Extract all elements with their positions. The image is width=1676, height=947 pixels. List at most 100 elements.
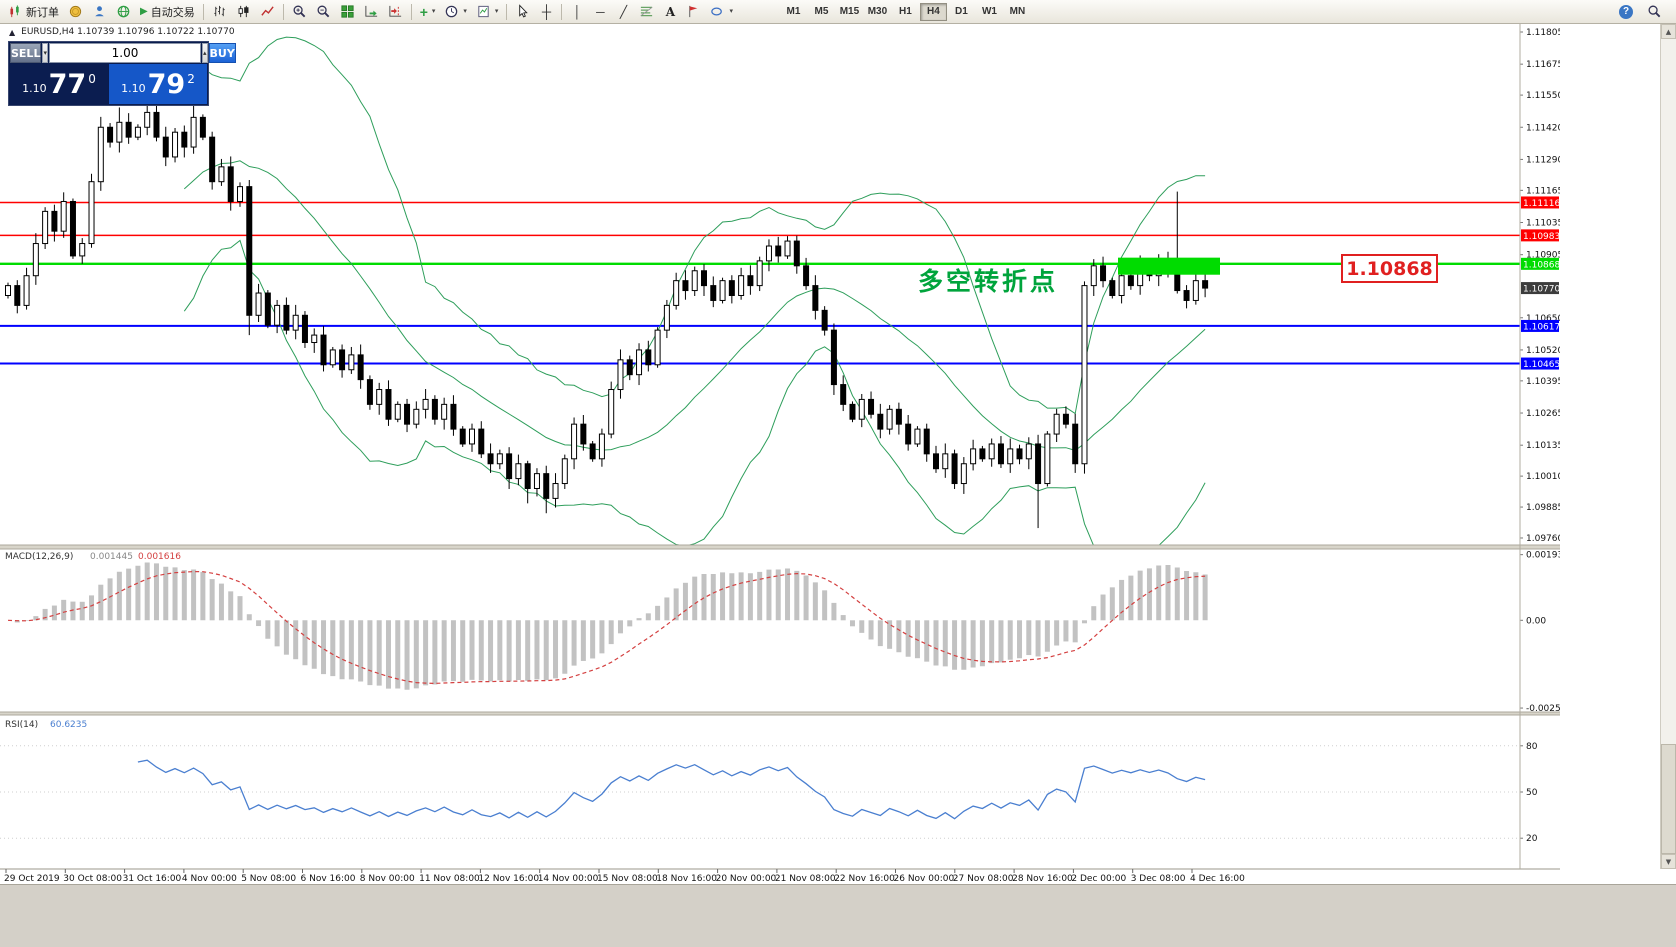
- sell-price[interactable]: 1.10 77 0: [10, 64, 108, 104]
- coin-icon: [69, 5, 82, 18]
- timeframe-button-d1[interactable]: D1: [948, 3, 975, 21]
- market-watch-button[interactable]: [64, 2, 87, 22]
- svg-text:8 Nov 00:00: 8 Nov 00:00: [360, 874, 415, 884]
- search-icon: [1648, 5, 1661, 18]
- help-icon: ?: [1619, 4, 1633, 19]
- fibonacci-icon: [641, 6, 653, 17]
- sell-button[interactable]: SELL: [10, 43, 42, 63]
- chart-window[interactable]: 1.11805 1.11675 1.11550 1.11420 1.11290 1.111…: [0, 24, 1676, 884]
- indicators-button[interactable]: + ▾: [416, 2, 440, 22]
- bar-chart-button[interactable]: [208, 2, 231, 22]
- timeframe-button-h1[interactable]: H1: [892, 3, 919, 21]
- svg-text:80: 80: [1526, 742, 1538, 752]
- svg-text:RSI(14): RSI(14): [5, 720, 38, 730]
- sell-price-point: 0: [88, 71, 96, 86]
- volume-decrease-button[interactable]: ▾: [42, 43, 48, 63]
- dropdown-caret-icon: ▾: [431, 8, 436, 15]
- zoom-out-button[interactable]: [312, 2, 335, 22]
- buy-price-point: 2: [187, 71, 195, 86]
- vertical-scrollbar[interactable]: ▲ ▼: [1660, 24, 1676, 869]
- timeframe-button-m5[interactable]: M5: [808, 3, 835, 21]
- svg-text:1.10010: 1.10010: [1526, 472, 1560, 482]
- community-button[interactable]: [112, 2, 135, 22]
- new-order-label: 新订单: [26, 6, 59, 19]
- timeframe-button-w1[interactable]: W1: [976, 3, 1003, 21]
- cursor-button[interactable]: [511, 2, 534, 22]
- svg-text:21 Nov 08:00: 21 Nov 08:00: [775, 874, 836, 884]
- tile-windows-button[interactable]: [336, 2, 359, 22]
- turning-point-annotation: 多空转折点: [918, 267, 1059, 296]
- horizontal-line-icon: ─: [596, 4, 605, 19]
- trendline-icon: ╱: [619, 4, 628, 19]
- timeframe-button-m15[interactable]: M15: [836, 3, 863, 21]
- vertical-line-icon: │: [573, 4, 582, 19]
- timeframe-button-h4[interactable]: H4: [919, 2, 947, 21]
- svg-text:4 Nov 00:00: 4 Nov 00:00: [182, 874, 237, 884]
- shapes-button[interactable]: ▾: [706, 2, 737, 22]
- line-chart-button[interactable]: [256, 2, 279, 22]
- crosshair-button[interactable]: ┼: [535, 2, 557, 22]
- price-chart[interactable]: 1.11805 1.11675 1.11550 1.11420 1.11290 1.111…: [0, 24, 1560, 884]
- label-tool-button[interactable]: [682, 2, 705, 22]
- trade-panel-prices: 1.10 77 0 1.10 79 2: [10, 64, 207, 104]
- timeframe-toolbar: M1 M5 M15 M30 H1 H4 D1 W1 MN: [780, 2, 1031, 21]
- price-callout-label: 1.10868: [1341, 254, 1438, 283]
- buy-price[interactable]: 1.10 79 2: [109, 64, 207, 104]
- zoom-out-icon: [317, 5, 330, 18]
- tile-windows-icon: [341, 5, 354, 18]
- auto-scroll-button[interactable]: [360, 2, 383, 22]
- svg-text:11 Nov 08:00: 11 Nov 08:00: [419, 874, 480, 884]
- globe-icon: [117, 5, 130, 18]
- svg-text:2 Dec 00:00: 2 Dec 00:00: [1071, 874, 1126, 884]
- chart-shift-button[interactable]: [384, 2, 407, 22]
- svg-text:1.09760: 1.09760: [1526, 534, 1560, 544]
- svg-text:1.10465: 1.10465: [1523, 360, 1560, 370]
- timeframe-button-m1[interactable]: M1: [780, 3, 807, 21]
- svg-text:20: 20: [1526, 834, 1538, 844]
- autotrading-button[interactable]: ▶ 自动交易: [136, 2, 199, 22]
- search-button[interactable]: [1643, 2, 1666, 22]
- zoom-in-button[interactable]: [288, 2, 311, 22]
- timeframe-button-m30[interactable]: M30: [864, 3, 891, 21]
- auto-scroll-icon: [365, 5, 377, 17]
- text-tool-button[interactable]: A: [659, 2, 681, 22]
- timeframe-button-mn[interactable]: MN: [1004, 3, 1031, 21]
- toolbar-separator: [202, 3, 204, 20]
- vertical-line-button[interactable]: │: [566, 2, 588, 22]
- volume-increase-button[interactable]: ▴: [201, 43, 208, 63]
- fibonacci-button[interactable]: [635, 2, 658, 22]
- svg-text:MACD(12,26,9): MACD(12,26,9): [5, 552, 73, 562]
- scroll-up-button[interactable]: ▲: [1661, 24, 1676, 39]
- periods-button[interactable]: ▾: [440, 2, 471, 22]
- volume-input[interactable]: [48, 43, 201, 63]
- trendline-button[interactable]: ╱: [612, 2, 634, 22]
- toolbar-separator: [506, 3, 508, 20]
- horizontal-line-button[interactable]: ─: [589, 2, 611, 22]
- candlestick-chart-button[interactable]: [232, 2, 255, 22]
- template-icon: [478, 5, 489, 18]
- svg-text:1.11675: 1.11675: [1526, 60, 1560, 70]
- dropdown-caret-icon: ▾: [463, 8, 467, 15]
- profile-button[interactable]: [88, 2, 111, 22]
- buy-button[interactable]: BUY: [208, 43, 236, 63]
- line-chart-icon: [261, 6, 274, 16]
- text-tool-icon: A: [665, 4, 676, 19]
- indicators-plus-icon: +: [419, 3, 428, 20]
- templates-button[interactable]: ▾: [472, 2, 503, 22]
- svg-text:12 Nov 16:00: 12 Nov 16:00: [478, 874, 539, 884]
- scroll-down-button[interactable]: ▼: [1661, 854, 1676, 869]
- svg-text:1.11420: 1.11420: [1526, 123, 1560, 133]
- svg-text:22 Nov 16:00: 22 Nov 16:00: [834, 874, 895, 884]
- svg-text:15 Nov 08:00: 15 Nov 08:00: [597, 874, 658, 884]
- scrollbar-thumb[interactable]: [1661, 744, 1676, 854]
- svg-text:1.10770: 1.10770: [1523, 285, 1560, 295]
- main-toolbar: 新订单 ▶ 自动交易: [0, 0, 1676, 24]
- new-order-button[interactable]: 新订单: [4, 2, 63, 22]
- play-icon: ▶: [140, 6, 148, 17]
- toolbar-separator: [561, 3, 563, 20]
- flag-icon: [689, 5, 698, 18]
- clock-icon: [446, 5, 458, 18]
- svg-text:50: 50: [1526, 788, 1538, 798]
- trade-panel-collapse-button[interactable]: ▲: [9, 27, 16, 37]
- help-button[interactable]: ?: [1615, 2, 1637, 22]
